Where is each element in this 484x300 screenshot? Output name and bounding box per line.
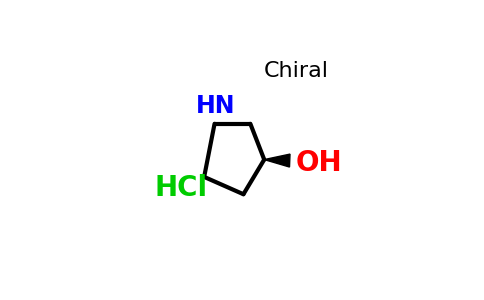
- Text: OH: OH: [295, 149, 342, 177]
- Text: Chiral: Chiral: [264, 61, 329, 81]
- Text: HCl: HCl: [154, 175, 208, 203]
- Polygon shape: [264, 154, 290, 167]
- Text: HN: HN: [196, 94, 235, 118]
